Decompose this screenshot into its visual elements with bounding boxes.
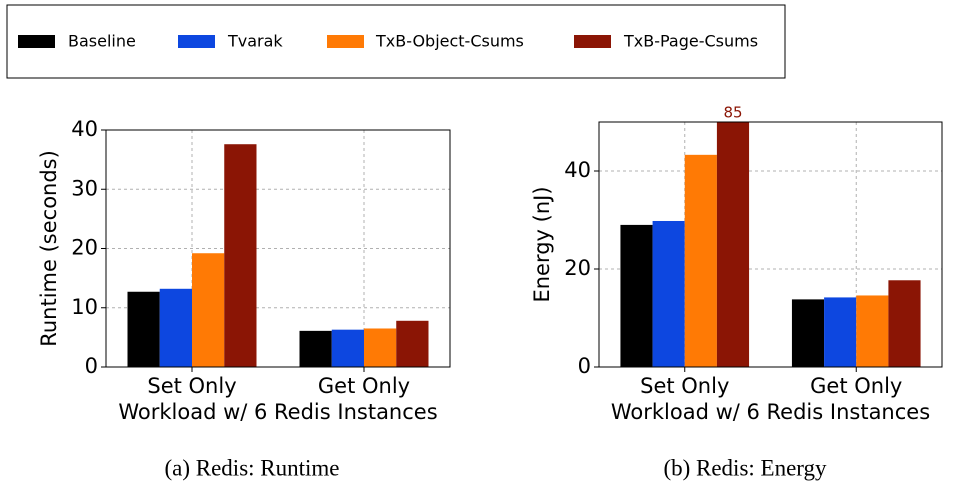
legend-label: TxB-Page-Csums (623, 32, 758, 51)
plot-frame (598, 121, 943, 368)
y-tick-label: 20 (564, 256, 591, 280)
x-axis-label: Workload w/ 6 Redis Instances (611, 400, 930, 424)
plot-frame (105, 129, 451, 368)
x-tick-label: Get Only (810, 374, 902, 398)
bar (824, 297, 857, 367)
value-label: 85 (723, 104, 742, 122)
bar (159, 288, 192, 367)
x-tick-label: Set Only (640, 374, 729, 398)
bar (127, 291, 160, 367)
caption: (b) Redis: Energy (663, 455, 827, 480)
bar (791, 299, 825, 367)
legend-label: Baseline (68, 32, 136, 51)
x-tick-label: Set Only (147, 374, 236, 398)
legend-swatch (18, 35, 55, 48)
legend-label: TxB-Object-Csums (375, 32, 524, 51)
bar (396, 320, 429, 367)
bar (716, 122, 750, 367)
y-tick-label: 0 (578, 354, 591, 378)
bar (331, 329, 364, 367)
legend-swatch (178, 35, 215, 48)
bar (652, 220, 685, 367)
legend-box (6, 4, 786, 79)
y-tick-label: 30 (71, 176, 98, 200)
bar (856, 295, 889, 367)
bar (620, 224, 653, 367)
y-axis-label: Runtime (seconds) (37, 150, 61, 347)
y-tick-label: 40 (71, 117, 98, 141)
bar (364, 328, 397, 367)
y-tick-label: 20 (71, 236, 98, 260)
caption: (a) Redis: Runtime (164, 455, 339, 480)
legend-swatch (574, 35, 611, 48)
legend-label: Tvarak (227, 32, 283, 51)
x-axis-label: Workload w/ 6 Redis Instances (118, 400, 437, 424)
y-axis-label: Energy (nJ) (530, 186, 554, 302)
bar (192, 253, 225, 367)
bar (888, 280, 921, 367)
y-tick-label: 40 (564, 158, 591, 182)
legend-swatch (327, 35, 364, 48)
x-tick-label: Get Only (318, 374, 410, 398)
bar (299, 330, 332, 367)
y-tick-label: 0 (85, 354, 98, 378)
bar (684, 154, 717, 367)
bar (224, 144, 257, 367)
y-tick-label: 10 (71, 295, 98, 319)
